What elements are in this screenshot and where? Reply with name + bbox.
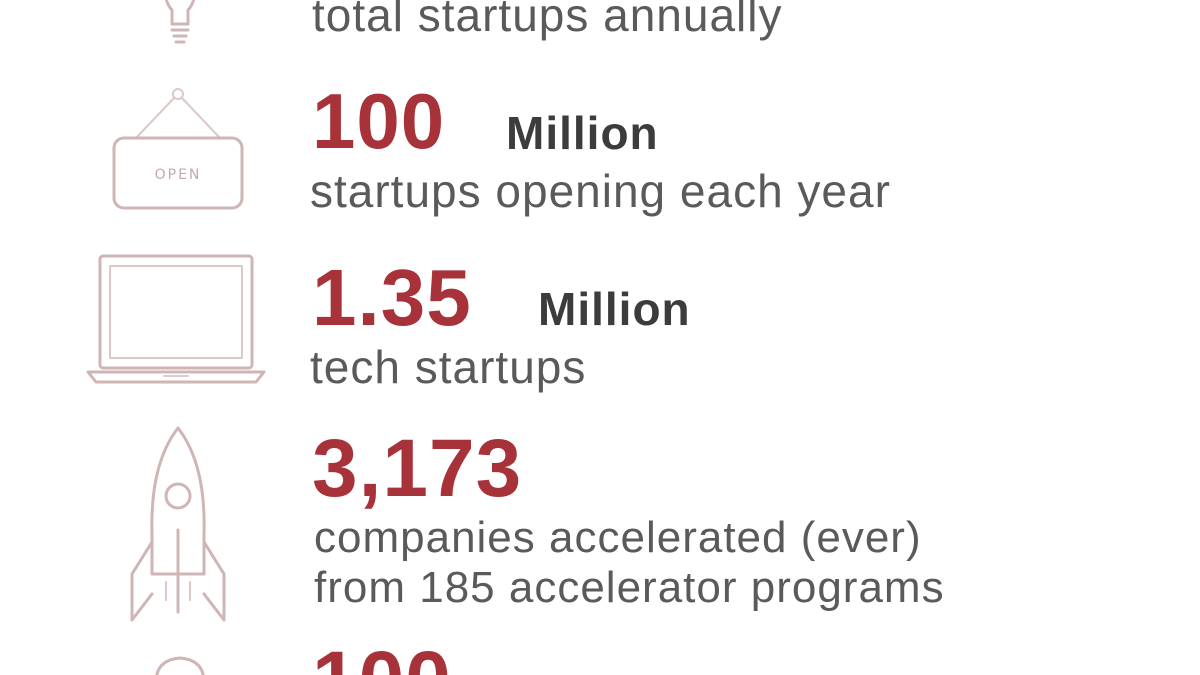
stat-description-3: tech startups [310,341,587,393]
rocket-icon [126,424,230,630]
open-sign-label: OPEN [155,167,202,183]
stat-number-2: 100 [312,77,446,165]
stat-description-4-line2: from 185 accelerator programs [314,563,945,612]
open-sign-icon: OPEN [108,86,248,214]
stat-number-3: 1.35 [312,253,472,342]
laptop-icon [86,252,266,388]
stat-unit-3: Million [538,283,691,335]
partial-icon [150,654,210,675]
lightbulb-icon [150,0,210,50]
stat-description-4-line1: companies accelerated (ever) [314,513,922,562]
stat-unit-2: Million [506,107,659,159]
stat-description-1: total startups annually [312,0,783,41]
stat-number-4: 3,173 [312,423,523,514]
stat-description-2: startups opening each year [310,165,891,217]
stat-number-5: 100 [312,640,452,675]
